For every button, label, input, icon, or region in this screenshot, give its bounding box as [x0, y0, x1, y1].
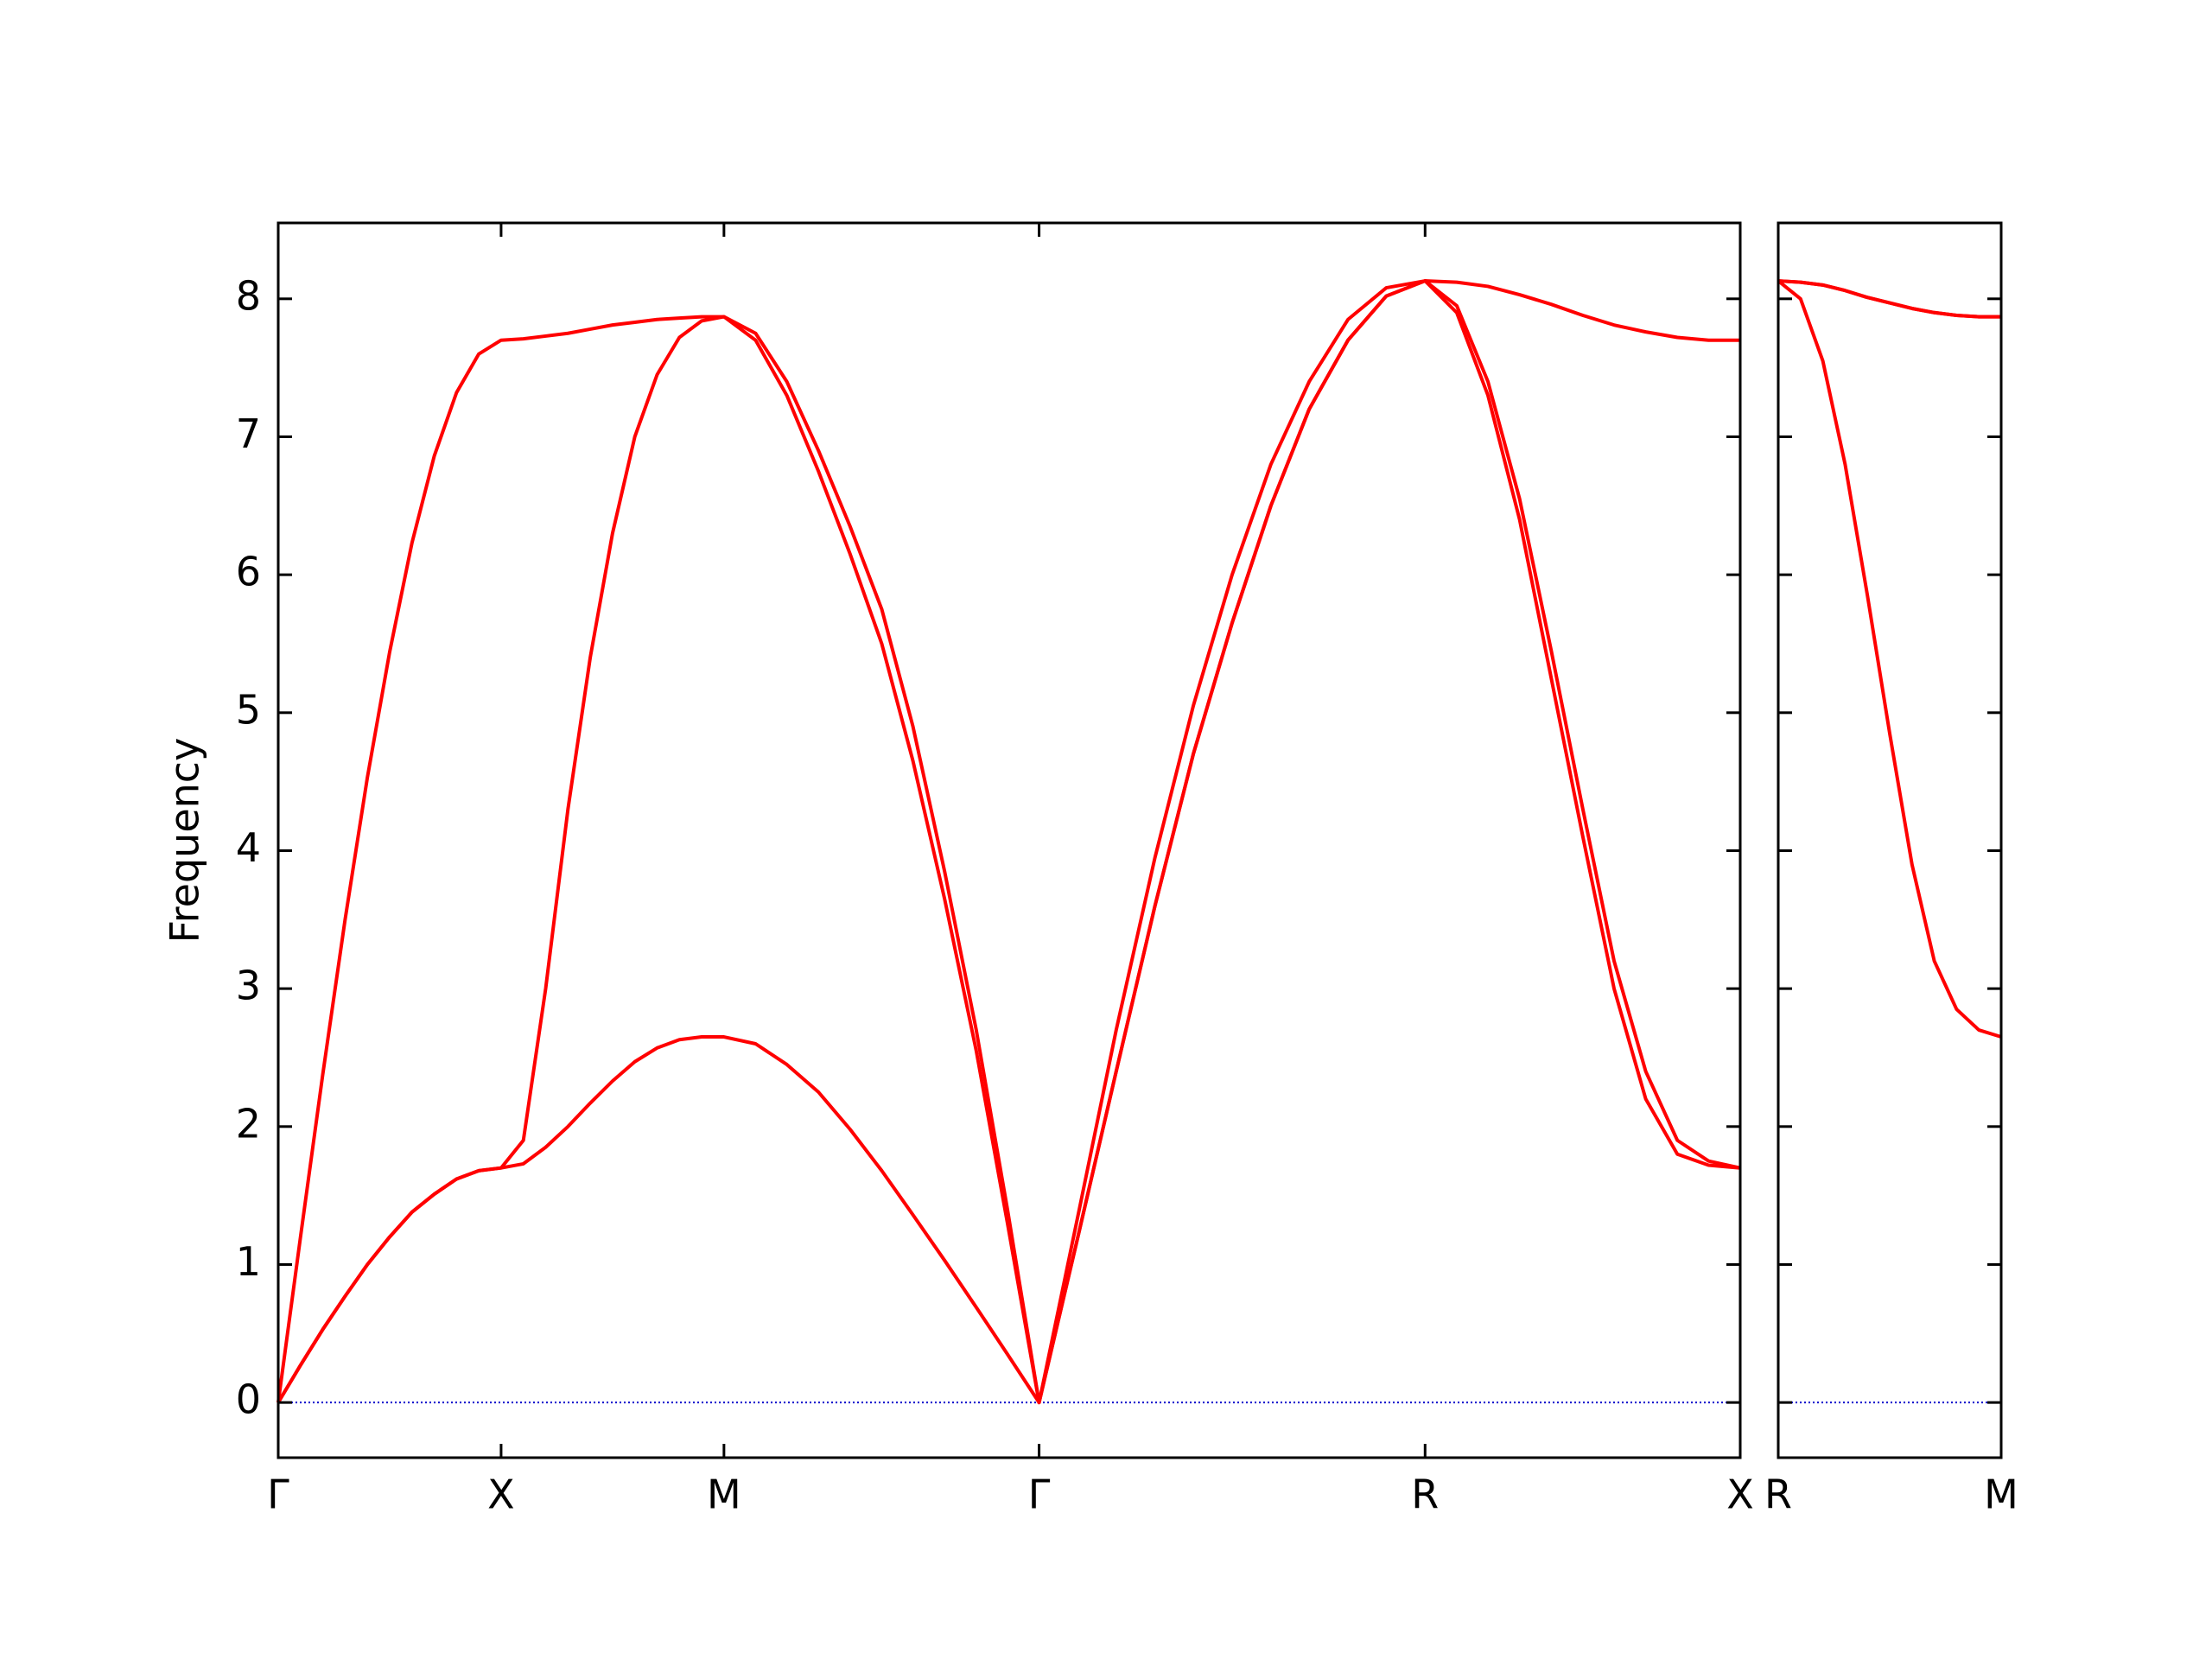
band-line [1777, 279, 2001, 319]
y-tick-label: 2 [236, 1100, 261, 1147]
x-tick-label: M [707, 1471, 741, 1518]
band-line [1777, 279, 2002, 1039]
y-axis-label: Frequency [162, 738, 208, 944]
x-tick-label: M [1984, 1471, 2018, 1518]
y-tick-label: 6 [236, 549, 261, 595]
x-tick-label: Γ [267, 1471, 289, 1518]
y-tick-label: 0 [236, 1376, 261, 1423]
band-line [276, 279, 1741, 1405]
y-tick-label: 4 [236, 824, 261, 871]
x-tick-label: R [1764, 1471, 1792, 1518]
x-tick-label: R [1411, 1471, 1439, 1518]
y-tick-label: 1 [236, 1238, 261, 1285]
x-tick-label: X [1726, 1471, 1754, 1518]
band-line [276, 279, 1740, 1405]
y-tick-label: 3 [236, 963, 261, 1009]
band-line [1777, 279, 2001, 319]
plot-frame [276, 221, 1742, 1459]
y-tick-label: 8 [236, 272, 261, 319]
x-tick-label: X [487, 1471, 515, 1518]
x-tick-label: Γ [1028, 1471, 1051, 1518]
y-tick-label: 5 [236, 686, 261, 733]
plot-frame [1777, 221, 2003, 1459]
y-tick-label: 7 [236, 410, 261, 457]
